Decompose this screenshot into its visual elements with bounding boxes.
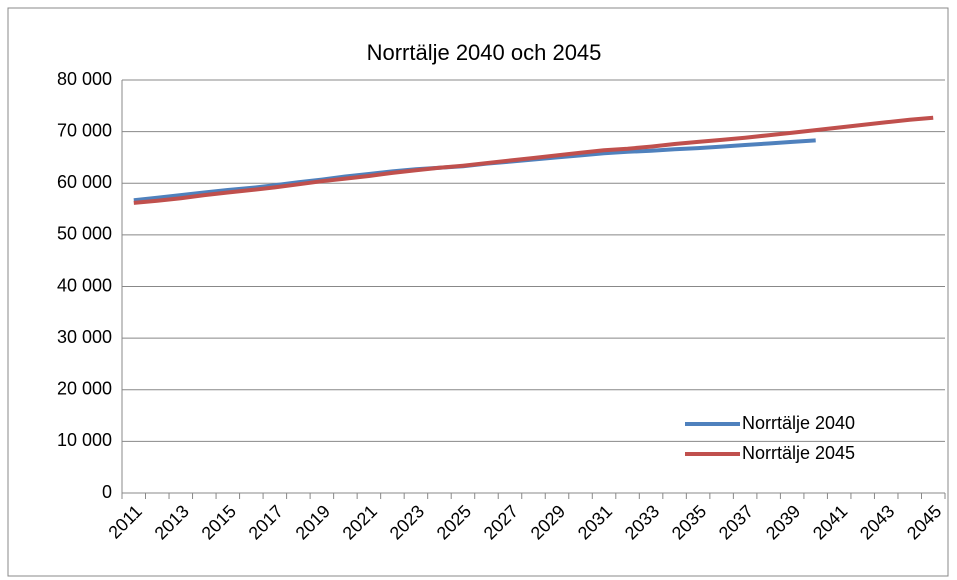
y-tick-label: 60 000 — [57, 172, 112, 192]
series-line — [133, 115, 934, 205]
y-tick-label: 40 000 — [57, 275, 112, 295]
chart-border — [7, 7, 949, 577]
legend-label: Norrtälje 2040 — [742, 413, 855, 433]
y-tick-label: 80 000 — [57, 69, 112, 89]
y-tick-label: 20 000 — [57, 379, 112, 399]
y-tick-label: 10 000 — [57, 430, 112, 450]
y-tick-label: 70 000 — [57, 120, 112, 140]
chart-title: Norrtälje 2040 och 2045 — [367, 40, 602, 65]
y-tick-label: 30 000 — [57, 327, 112, 347]
y-tick-label: 0 — [102, 482, 112, 502]
y-tick-label: 50 000 — [57, 224, 112, 244]
legend-label: Norrtälje 2045 — [742, 443, 855, 463]
